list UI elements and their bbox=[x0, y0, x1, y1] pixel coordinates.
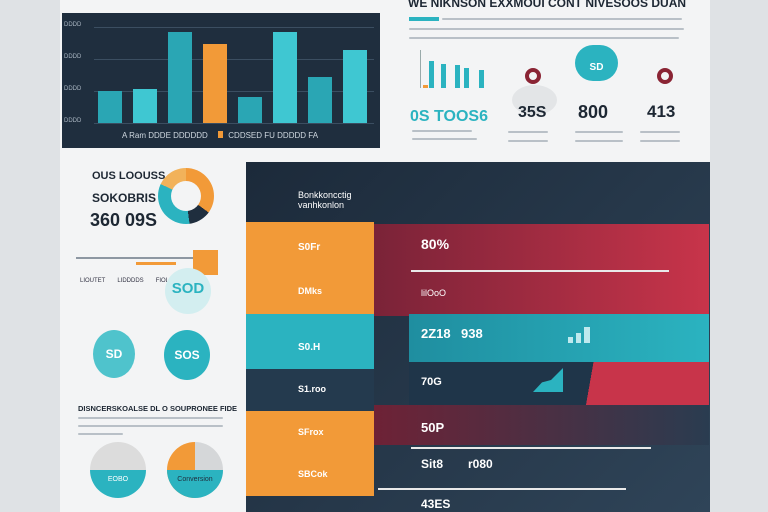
pie-label: Conversion bbox=[167, 470, 223, 498]
legend-swatch bbox=[218, 131, 224, 138]
accent-bar bbox=[409, 17, 439, 21]
gridline bbox=[94, 59, 374, 60]
row-value: 50P bbox=[421, 420, 445, 435]
row-value: lilOoO bbox=[421, 288, 447, 298]
chart-bar bbox=[168, 31, 192, 123]
row-value: Sit8 bbox=[421, 457, 444, 471]
bar-chart-panel: DDDD DDDD DDDD DDDD A Ram DDDE DDDDDD CDDSE… bbox=[62, 13, 380, 148]
stat-value: 800 bbox=[578, 102, 609, 122]
row-value: 43ES bbox=[421, 497, 451, 511]
page-title: WE NIKNSON EXXMOUI CONT NIVESOOS DUAN bbox=[408, 0, 687, 10]
left-columns: LIOUTET LIDDDDS FIOLSIS bbox=[80, 278, 179, 284]
chart-bar bbox=[273, 31, 297, 123]
legend-entry: CDDSED FU DDDDD FA bbox=[228, 131, 319, 140]
left-value: SBCok bbox=[298, 469, 328, 479]
gridline bbox=[94, 91, 374, 92]
y-tick-label: DDDD bbox=[64, 54, 82, 60]
legend-entry: A Ram DDDE DDDDDD bbox=[122, 131, 208, 140]
panel-header: Bonkkoncctig vanhkonlon bbox=[298, 190, 352, 210]
y-tick-label: DDDD bbox=[64, 86, 82, 92]
row-value: 80% bbox=[421, 236, 450, 252]
chart-bar bbox=[238, 97, 262, 123]
left-value: SFrox bbox=[298, 427, 324, 437]
left-subtitle: SOKOBRIS bbox=[92, 191, 157, 205]
y-tick-label: DDDD bbox=[64, 118, 82, 124]
pie-chart: EOBO bbox=[90, 442, 146, 498]
row-value: 938 bbox=[461, 326, 483, 341]
column-label: LIDDDDS bbox=[117, 278, 144, 284]
bar-chart-plot: DDDD DDDD DDDD DDDD bbox=[64, 22, 374, 124]
column-label: LIOUTET bbox=[80, 278, 106, 284]
row-value: 2Z18 bbox=[421, 326, 451, 341]
teal-jar: SD bbox=[93, 330, 135, 378]
left-big-number: 360 09S bbox=[90, 210, 158, 230]
left-value: S0.H bbox=[298, 342, 321, 353]
mini-bars-icon bbox=[568, 325, 596, 343]
chart-bar bbox=[203, 44, 227, 123]
donut-icon bbox=[525, 68, 541, 84]
stat-value: 413 bbox=[647, 102, 676, 121]
chart-bar bbox=[133, 89, 157, 123]
left-title: OUS LOOUSS bbox=[92, 170, 166, 182]
left-value: S1.roo bbox=[298, 384, 327, 394]
big-stat: 0S TOOS6 bbox=[410, 108, 488, 125]
gridline bbox=[94, 27, 374, 28]
donut-icon bbox=[657, 68, 673, 84]
chart-legend: A Ram DDDE DDDDDD CDDSED FU DDDDD FA bbox=[122, 131, 318, 140]
chart-bar bbox=[308, 76, 332, 123]
row-value: r080 bbox=[468, 457, 493, 471]
section-title: DISNCERSKOALSE DL O SOUPRONEE FIDE bbox=[78, 404, 238, 413]
chart-bar bbox=[98, 91, 122, 123]
stat-value: 35S bbox=[518, 104, 547, 121]
left-value: DMks bbox=[298, 286, 323, 296]
row-value: 70G bbox=[421, 376, 442, 388]
y-tick-label: DDDD bbox=[64, 22, 82, 28]
gridline bbox=[94, 123, 374, 124]
data-panel: Bonkkoncctig vanhkonlon S0Fr DMks S0.H S… bbox=[246, 162, 710, 512]
chart-bar bbox=[343, 50, 367, 123]
stat-badge: SD bbox=[575, 45, 618, 81]
pie-chart: Conversion bbox=[167, 442, 223, 498]
stat-circle: SOD bbox=[165, 268, 211, 314]
mini-bar-chart bbox=[420, 50, 490, 88]
left-value: S0Fr bbox=[298, 242, 321, 253]
donut-chart bbox=[158, 168, 214, 224]
teal-jar: SOS bbox=[164, 330, 210, 380]
